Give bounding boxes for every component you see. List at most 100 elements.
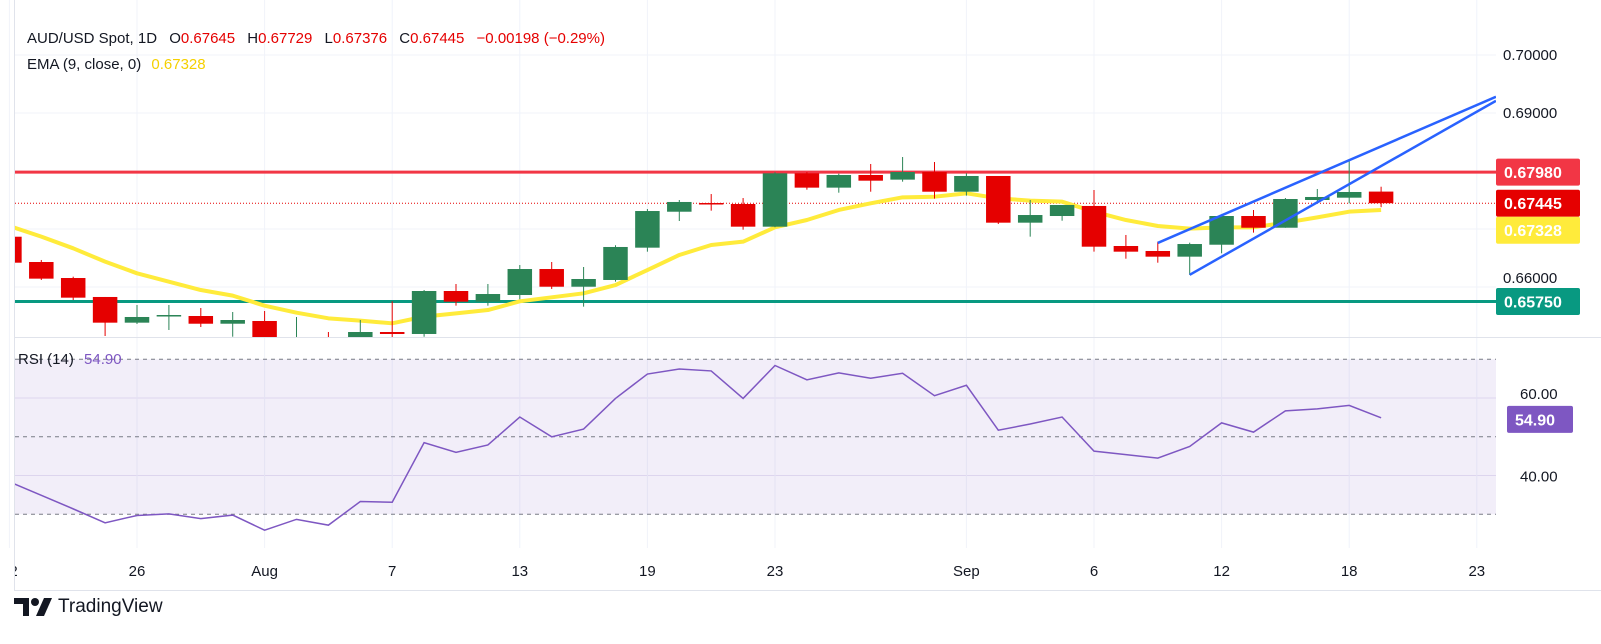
low-value: 0.67376 [333, 30, 387, 47]
time-tick-label: Sep [953, 563, 980, 580]
time-tick-label: 6 [1090, 563, 1098, 580]
candle-body [858, 175, 883, 181]
high-value: 0.67729 [258, 30, 312, 47]
candle-body [730, 204, 756, 227]
candle-body [954, 175, 979, 192]
candle-body [1113, 245, 1139, 252]
price-pane[interactable] [0, 95, 1496, 432]
candle-body [124, 316, 150, 323]
candle[interactable] [156, 304, 182, 330]
candle[interactable] [826, 173, 852, 193]
candle[interactable] [922, 162, 947, 199]
candle[interactable] [954, 173, 979, 196]
rsi-pane[interactable] [9, 358, 1496, 531]
candle[interactable] [1368, 186, 1394, 208]
candle-body [986, 175, 1011, 223]
candle[interactable] [986, 175, 1011, 225]
candle-body [1209, 216, 1234, 245]
time-tick-label: Aug [251, 563, 278, 580]
candle[interactable] [698, 194, 724, 211]
candle[interactable] [794, 171, 820, 190]
candle[interactable] [124, 304, 150, 325]
candle-body [507, 269, 533, 296]
candle-body [571, 278, 596, 287]
candle[interactable] [603, 245, 628, 282]
candle[interactable] [1081, 190, 1107, 252]
candle[interactable] [890, 157, 915, 182]
candle[interactable] [29, 259, 54, 280]
candle[interactable] [1209, 216, 1234, 254]
candle-body [443, 291, 469, 302]
candle[interactable] [443, 283, 469, 306]
close-value: 0.67445 [410, 30, 464, 47]
candle-body [1017, 215, 1043, 223]
candle[interactable] [1049, 204, 1075, 221]
rsi-tick-label: 60.00 [1520, 386, 1558, 403]
candle[interactable] [858, 163, 883, 192]
rsi-tag-text: 54.90 [1515, 412, 1555, 429]
price-tick-label: 0.69000 [1503, 105, 1557, 122]
candle-body [220, 320, 245, 324]
candle[interactable] [411, 290, 437, 337]
candle[interactable] [220, 311, 245, 337]
rsi-legend[interactable]: RSI (14) 54.90 [18, 351, 122, 368]
candle-body [603, 246, 628, 280]
price-tag-text: 0.67980 [1504, 165, 1562, 182]
candle[interactable] [1145, 241, 1171, 263]
candle-body [762, 173, 788, 227]
candle[interactable] [507, 265, 533, 300]
candle-body [1305, 196, 1330, 200]
candle[interactable] [730, 198, 756, 230]
low-label: L [325, 30, 333, 47]
candle[interactable] [635, 208, 660, 252]
candle[interactable] [92, 296, 118, 337]
high-label: H [247, 30, 258, 47]
symbol-legend[interactable]: AUD/USD Spot, 1D O0.67645 H0.67729 L0.67… [27, 30, 605, 73]
candle[interactable] [0, 235, 22, 264]
candle[interactable] [60, 276, 86, 300]
tradingview-logo[interactable]: TradingView [14, 596, 163, 618]
price-tag: 0.67328 [1496, 216, 1580, 244]
trendline-lower[interactable] [1189, 99, 1496, 276]
trendline-upper[interactable] [1157, 95, 1496, 245]
candle-body [698, 203, 724, 205]
candle[interactable] [348, 320, 373, 357]
candle[interactable] [188, 307, 214, 328]
svg-text:AUD/USD Spot, 1D O0.6764: AUD/USD Spot, 1D O0.67645 H0.67729 L0.67… [27, 30, 605, 47]
candle[interactable] [284, 316, 309, 362]
candle-body [1145, 250, 1171, 257]
candle[interactable] [1241, 209, 1266, 233]
candle[interactable] [762, 172, 788, 228]
price-tag: 0.67980 [1496, 158, 1580, 186]
time-tick-label: 23 [767, 563, 784, 580]
candle-body [284, 345, 309, 357]
candle[interactable] [475, 283, 501, 306]
price-tag: 0.67445 [1496, 189, 1580, 217]
candle[interactable] [571, 266, 596, 307]
candle[interactable] [539, 262, 564, 289]
rsi-label: RSI (14) [18, 351, 74, 368]
candle[interactable] [1113, 234, 1139, 259]
price-tag-box [1496, 189, 1580, 217]
candle[interactable] [1336, 159, 1362, 204]
candle-body [922, 171, 947, 192]
svg-text:EMA (9, close, 0) 0.6732: EMA (9, close, 0) 0.67328 [27, 56, 206, 73]
candle-body [635, 211, 660, 248]
candle[interactable] [1017, 200, 1043, 237]
candle[interactable] [252, 311, 277, 351]
candle[interactable] [667, 200, 692, 221]
candle-body [60, 278, 86, 298]
symbol-title: AUD/USD Spot, 1D [27, 30, 157, 47]
time-tick-label: 12 [1213, 563, 1230, 580]
svg-text:RSI (14) 54.90: RSI (14) 54.90 [18, 351, 122, 368]
candle-body [1177, 244, 1202, 257]
candle[interactable] [1273, 198, 1298, 228]
candle[interactable] [1177, 242, 1202, 275]
rsi-tick-label: 40.00 [1520, 469, 1558, 486]
time-tick-label: 13 [511, 563, 528, 580]
tradingview-logo-icon [14, 598, 52, 616]
candle-body [348, 332, 373, 337]
candle[interactable] [379, 301, 405, 342]
time-tick-label: 18 [1341, 563, 1358, 580]
